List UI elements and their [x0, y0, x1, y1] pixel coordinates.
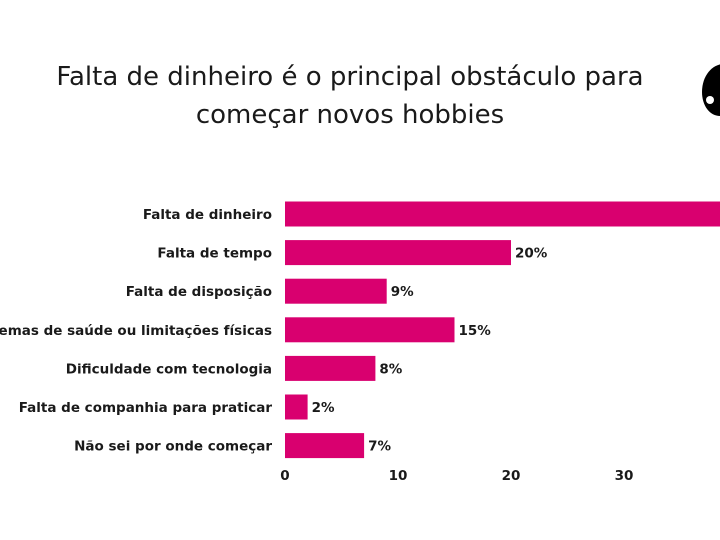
category-label-3: Problemas de saúde ou limitações físicas — [0, 323, 272, 339]
category-labels: Falta de dinheiro Falta de tempo Falta de … — [0, 207, 272, 455]
x-tick-label-3: 30 — [615, 468, 634, 484]
bar-6 — [285, 433, 365, 459]
bar-1 — [285, 240, 511, 266]
category-label-2: Falta de disposição — [126, 284, 272, 300]
brand-logo-icon — [702, 64, 720, 116]
category-label-4: Dificuldade com tecnologia — [66, 361, 272, 377]
bar-3 — [285, 317, 455, 343]
category-label-5: Falta de companhia para praticar — [19, 400, 273, 416]
x-axis-ticks: 0 10 20 30 — [280, 468, 633, 484]
value-labels: 20% 9% 15% 8% 2% 7% — [312, 246, 548, 455]
value-label-5: 2% — [312, 400, 335, 416]
x-tick-label-2: 20 — [502, 468, 521, 484]
chart-title-line-1: Falta de dinheiro é o principal obstácul… — [56, 62, 644, 92]
category-label-6: Não sei por onde começar — [74, 439, 272, 455]
bar-2 — [285, 278, 387, 304]
x-tick-label-0: 0 — [280, 468, 289, 484]
bars-layer — [285, 201, 720, 459]
value-label-6: 7% — [368, 439, 391, 455]
category-label-1: Falta de tempo — [157, 246, 272, 262]
bar-5 — [285, 394, 308, 420]
value-label-1: 20% — [515, 246, 548, 262]
bar-0 — [285, 201, 720, 227]
chart-title-line-2: começar novos hobbies — [195, 100, 505, 130]
category-label-0: Falta de dinheiro — [143, 207, 272, 223]
value-label-4: 8% — [379, 361, 402, 377]
bar-4 — [285, 355, 376, 381]
x-tick-label-1: 10 — [389, 468, 408, 484]
value-label-3: 15% — [459, 323, 492, 339]
chart-title: Falta de dinheiro é o principal obstácul… — [0, 58, 700, 134]
value-label-2: 9% — [391, 284, 414, 300]
